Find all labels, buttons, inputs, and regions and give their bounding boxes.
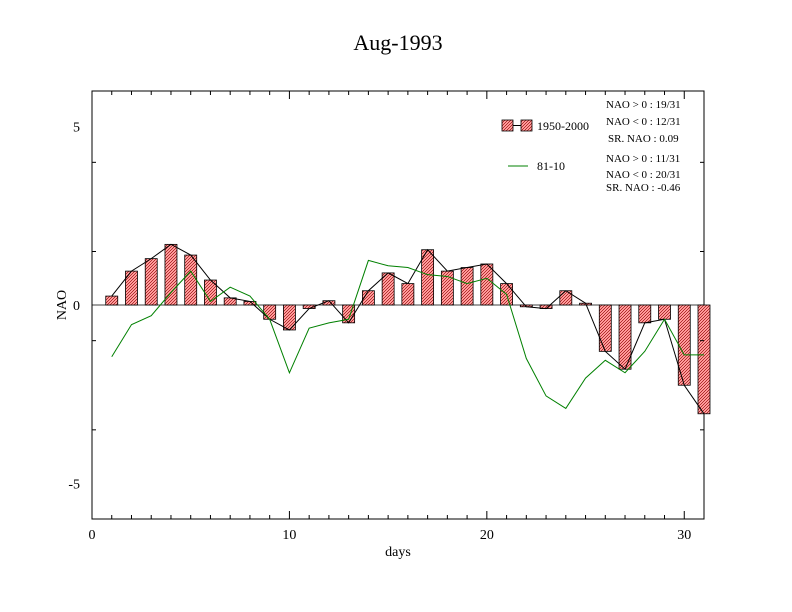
stat-set2-line2: NAO < 0 : 20/31 [606,169,681,181]
legend-swatch-1950-2000-right [520,119,533,132]
bar-day-30 [677,304,691,386]
bar-day-5 [184,254,198,306]
bar-day-19 [460,267,474,306]
stat-set1-line3: SR. NAO : 0.09 [608,133,679,145]
bar-day-3 [144,258,158,306]
y-tick-label-0: 0 [73,299,80,314]
bar-day-17 [421,249,435,306]
series-line-1950-2000 [111,243,705,415]
x-tick-label-30: 30 [677,528,691,543]
x-axis: 0 10 20 30 [89,91,705,543]
y-tick-label--5: -5 [68,477,80,492]
line-series [111,243,705,415]
x-tick-label-10: 10 [282,528,296,543]
bar-day-28 [638,304,652,324]
stat-set2-line1: NAO > 0 : 11/31 [606,153,680,165]
y-axis: -5 0 5 [68,121,704,520]
x-tick-label-20: 20 [480,528,494,543]
x-tick-label-0: 0 [89,528,96,543]
bar-day-29 [658,304,671,320]
bar-day-1 [105,295,119,306]
bar-day-4 [164,243,178,306]
series-line-81-10 [111,259,704,410]
chart-title: Aug-1993 [353,30,442,55]
bar-day-16 [401,283,415,306]
bar-day-10 [283,304,296,331]
bar-day-9 [263,304,277,320]
y-axis-label: NAO [55,290,70,320]
stats-block: NAO > 0 : 19/31 NAO < 0 : 12/31 SR. NAO … [606,99,681,194]
stat-set1-line2: NAO < 0 : 12/31 [606,116,681,128]
legend-label-81-10: 81-10 [537,159,565,173]
x-axis-label: days [385,545,411,560]
legend-label-1950-2000: 1950-2000 [537,119,589,133]
bar-series-1950-2000 [105,243,711,415]
stat-set1-line1: NAO > 0 : 19/31 [606,99,681,111]
bar-day-15 [381,272,395,306]
y-tick-label-5: 5 [73,121,80,136]
bar-day-26 [598,304,612,352]
bar-day-20 [480,263,494,306]
stat-set2-line3: SR. NAO : -0.46 [606,182,681,194]
bar-day-31 [697,304,711,415]
legend: 1950-2000 81-10 [501,119,589,173]
legend-swatch-1950-2000-left [501,119,514,132]
